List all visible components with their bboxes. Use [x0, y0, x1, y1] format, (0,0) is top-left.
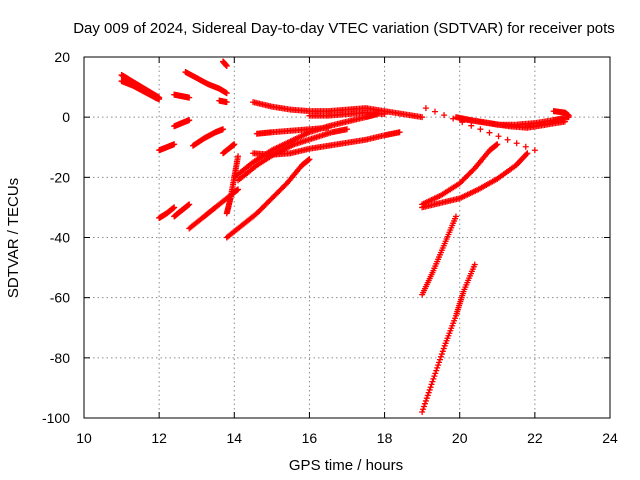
data-point: [186, 117, 193, 124]
x-tick-label: 12: [151, 430, 167, 446]
y-tick-label: -80: [50, 350, 70, 366]
data-point: [171, 204, 178, 211]
y-tick-label: -20: [50, 169, 70, 185]
data-point: [450, 115, 457, 122]
x-tick-label: 14: [226, 430, 242, 446]
data-point: [524, 150, 531, 157]
data-point: [425, 389, 432, 396]
data-point: [486, 129, 493, 136]
data-point: [235, 186, 242, 193]
data-point: [421, 403, 428, 410]
data-points: [118, 58, 572, 415]
data-point: [422, 105, 429, 112]
data-point: [427, 384, 434, 391]
data-point: [565, 112, 572, 119]
data-point: [432, 370, 439, 377]
data-point: [441, 112, 448, 119]
data-point: [421, 400, 428, 407]
data-point: [435, 362, 442, 369]
x-tick-label: 18: [377, 430, 393, 446]
y-tick-label: 0: [62, 109, 70, 125]
x-tick-label: 22: [527, 430, 543, 446]
y-tick-label: -60: [50, 290, 70, 306]
data-point: [452, 213, 459, 220]
data-point: [381, 111, 388, 118]
data-point: [468, 122, 475, 129]
data-point: [438, 351, 445, 358]
data-point: [235, 153, 242, 160]
data-point: [186, 94, 193, 101]
x-tick-label: 20: [452, 430, 468, 446]
data-point: [440, 345, 447, 352]
data-point: [531, 147, 538, 154]
data-point: [436, 359, 443, 366]
data-point: [424, 392, 431, 399]
data-point: [426, 386, 433, 393]
data-point: [325, 124, 332, 131]
data-point: [186, 201, 193, 208]
y-tick-labels: -100 -80 -60 -40 -20 0 20: [42, 49, 70, 426]
x-axis-label: GPS time / hours: [289, 457, 403, 474]
data-point: [220, 126, 227, 133]
data-point: [439, 348, 446, 355]
data-point: [495, 133, 502, 140]
data-point: [223, 63, 230, 70]
data-point: [436, 356, 443, 363]
data-point: [431, 373, 438, 380]
data-point: [522, 143, 529, 150]
data-point: [223, 90, 230, 97]
grid: [84, 57, 610, 418]
data-point: [429, 378, 436, 385]
data-point: [419, 114, 426, 121]
data-point: [504, 136, 511, 143]
x-tick-label: 10: [76, 430, 92, 446]
x-tick-labels: 10 12 14 16 18 20 22 24: [76, 430, 618, 446]
y-tick-label: -100: [42, 410, 70, 426]
data-point: [156, 96, 163, 103]
data-point: [431, 108, 438, 115]
x-tick-label: 16: [302, 430, 318, 446]
data-point: [396, 129, 403, 136]
y-tick-label: -40: [50, 230, 70, 246]
data-point: [494, 141, 501, 148]
data-point: [306, 156, 313, 163]
data-point: [344, 126, 350, 133]
data-point: [459, 119, 466, 126]
x-tick-label: 24: [602, 430, 618, 446]
data-point: [430, 375, 437, 382]
data-point: [471, 261, 478, 268]
data-point: [428, 381, 435, 388]
data-point: [477, 126, 484, 133]
data-point: [423, 395, 430, 402]
ticks: [83, 56, 611, 419]
chart-title: Day 009 of 2024, Sidereal Day-to-day VTE…: [73, 20, 615, 37]
data-point: [513, 140, 520, 147]
data-point: [523, 151, 530, 158]
data-point: [223, 99, 230, 106]
data-point: [437, 353, 444, 360]
data-point: [231, 141, 238, 148]
data-point: [433, 367, 440, 374]
y-tick-label: 20: [54, 49, 70, 65]
data-point: [420, 406, 427, 413]
data-point: [419, 408, 426, 415]
data-point: [171, 141, 178, 148]
data-point: [422, 397, 429, 404]
y-axis-label: SDTVAR / TECUs: [5, 178, 22, 298]
data-point: [434, 364, 441, 371]
